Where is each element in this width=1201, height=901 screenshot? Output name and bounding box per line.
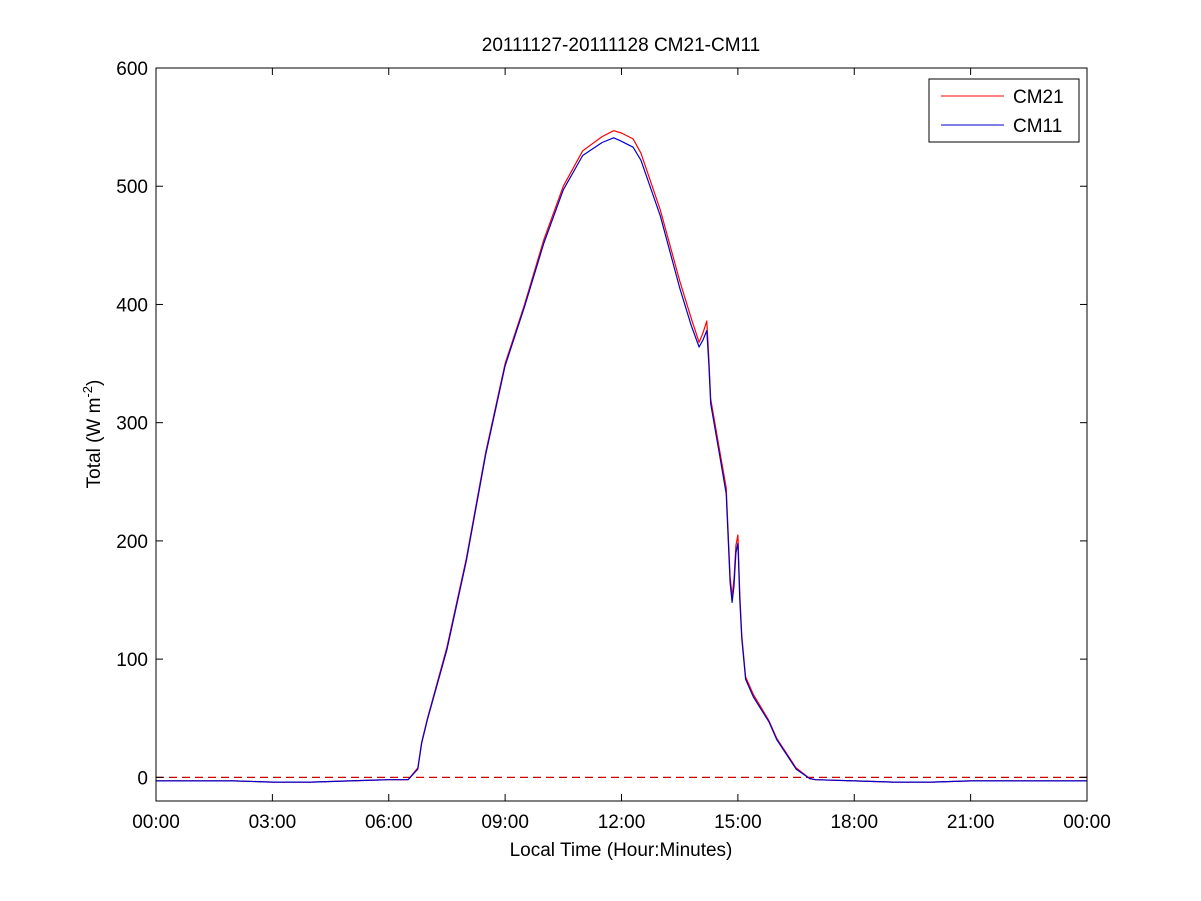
y-tick-label: 100: [116, 650, 148, 671]
y-axis-title-superscript: -2: [80, 386, 95, 398]
legend: CM21 CM11: [928, 78, 1080, 143]
x-tick-label: 15:00: [714, 812, 762, 833]
y-axis-title: Total (W m-2): [80, 380, 105, 489]
x-tick-label: 00:00: [132, 812, 180, 833]
x-tick-label: 06:00: [365, 812, 413, 833]
x-tick-label: 00:00: [1063, 812, 1111, 833]
tick-layer: 00:00 03:00 06:00 09:00 12:00 15:00 18:00 21:00…: [116, 59, 1110, 833]
x-tick-label: 21:00: [947, 812, 995, 833]
x-tick-label: 03:00: [249, 812, 297, 833]
y-tick-label: 300: [116, 414, 148, 435]
series-layer: [156, 130, 1087, 783]
x-tick-label: 18:00: [830, 812, 878, 833]
y-axis-title-main: Total (W m: [84, 398, 105, 489]
x-tick-label: 12:00: [598, 812, 646, 833]
chart-title: 20111127-20111128 CM21-CM11: [482, 35, 761, 56]
legend-label-cm11: CM11: [1013, 116, 1062, 137]
y-axis-title-close: ): [84, 380, 105, 386]
x-axis-title: Local Time (Hour:Minutes): [510, 840, 733, 861]
y-tick-label: 400: [116, 295, 148, 316]
legend-label-cm21: CM21: [1013, 87, 1064, 108]
y-tick-label: 500: [116, 177, 148, 198]
x-tick-label: 09:00: [481, 812, 529, 833]
legend-box: [928, 78, 1080, 143]
y-tick-label: 200: [116, 532, 148, 553]
y-tick-label: 600: [116, 59, 148, 80]
series-line-cm11: [156, 137, 1087, 783]
y-tick-label: 0: [137, 768, 148, 789]
